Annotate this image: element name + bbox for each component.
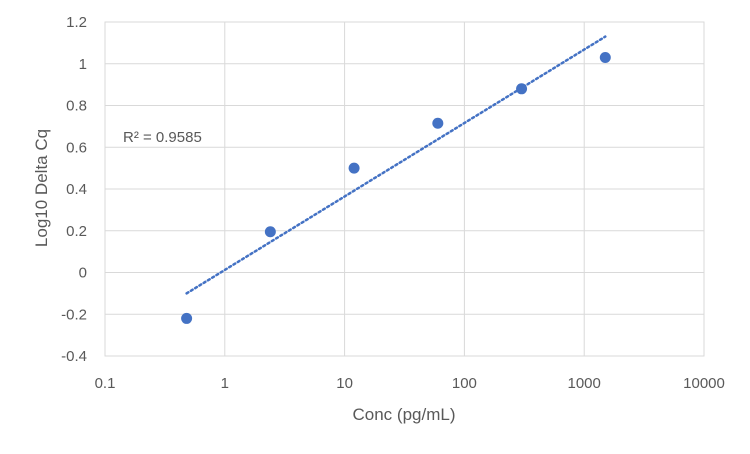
- x-axis-title: Conc (pg/mL): [353, 405, 456, 424]
- x-tick-label: 100: [452, 375, 477, 392]
- r-squared-annotation: R² = 0.9585: [123, 129, 202, 146]
- plot-area-border: [104, 21, 705, 357]
- y-tick-label: 0.4: [66, 181, 87, 198]
- data-point: [264, 226, 276, 238]
- y-tick-label: 1: [79, 56, 87, 73]
- y-tick-label: 0: [79, 265, 87, 282]
- trendline: [185, 35, 607, 295]
- data-point: [516, 83, 528, 95]
- y-tick-labels: -0.4 -0.2 0 0.2 0.4 0.6 0.8 1 1.2: [61, 14, 87, 365]
- y-tick-label: -0.2: [61, 306, 87, 323]
- x-tick-labels: 0.1 1 10 100 1000 10000: [95, 375, 725, 392]
- y-axis-title: Log10 Delta Cq: [32, 129, 51, 247]
- x-tick-label: 10: [336, 375, 353, 392]
- x-tick-label: 1000: [568, 375, 601, 392]
- data-point: [432, 117, 444, 129]
- y-tick-label: 0.8: [66, 98, 87, 115]
- y-tick-label: 0.6: [66, 139, 87, 156]
- trendline-layer: [185, 35, 607, 295]
- data-point: [599, 51, 611, 63]
- data-point: [348, 162, 360, 174]
- data-point: [181, 312, 193, 324]
- x-tick-label: 1: [221, 375, 229, 392]
- data-points: [181, 51, 611, 324]
- y-tick-label: 1.2: [66, 14, 87, 31]
- y-tick-label: -0.4: [61, 348, 87, 365]
- y-tick-label: 0.2: [66, 223, 87, 240]
- x-tick-label: 10000: [683, 375, 725, 392]
- x-tick-label: 0.1: [95, 375, 116, 392]
- grid: [104, 21, 705, 357]
